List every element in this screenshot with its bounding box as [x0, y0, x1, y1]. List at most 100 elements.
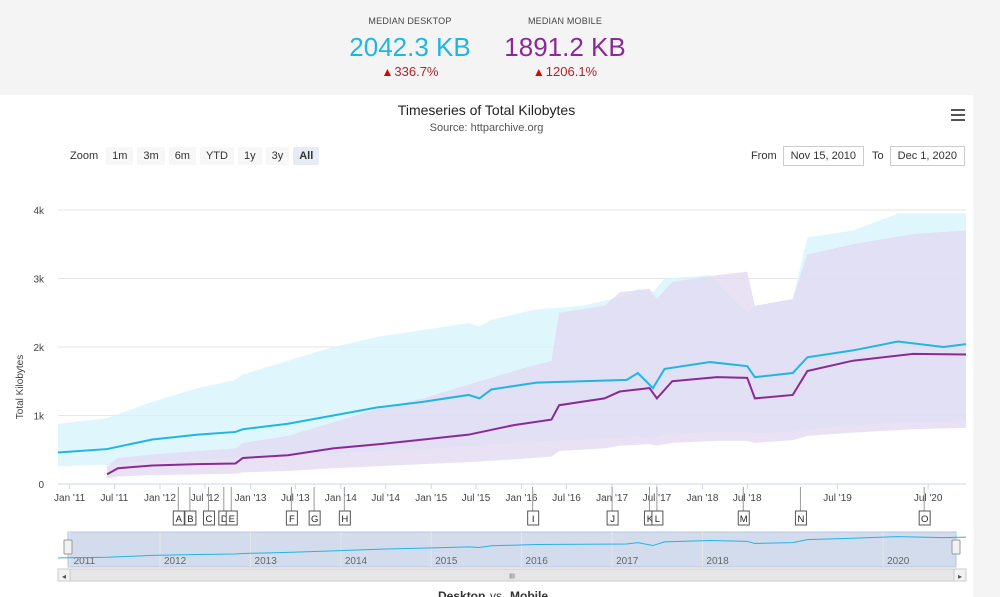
- flag-j[interactable]: J: [606, 487, 619, 526]
- zoom-button-1m[interactable]: 1m: [106, 147, 134, 165]
- flag-o[interactable]: O: [918, 487, 931, 526]
- flag-label: A: [176, 514, 183, 525]
- zoom-button-all[interactable]: All: [293, 147, 320, 165]
- to-date-input[interactable]: Dec 1, 2020: [889, 146, 965, 166]
- navigator-year-label: 2017: [616, 556, 639, 567]
- y-tick-label: 3k: [33, 275, 45, 286]
- zoom-button-1y[interactable]: 1y: [237, 147, 262, 165]
- navigator-year-label: 2018: [706, 556, 729, 567]
- flag-box[interactable]: [527, 510, 540, 526]
- y-axis-title: Total Kilobytes: [15, 355, 26, 419]
- zoom-button-6m[interactable]: 6m: [168, 147, 196, 165]
- flag-label: J: [610, 514, 615, 525]
- x-tick-label: Jan '15: [415, 493, 447, 504]
- median-desktop-change-value: 336.7%: [394, 64, 439, 79]
- navigator-year-label: 2012: [164, 556, 187, 567]
- y-tick-label: 1k: [33, 412, 45, 423]
- navigator-year-label: 2013: [255, 556, 278, 567]
- median-desktop-metric: MEDIAN DESKTOP 2042.3 KB ▲336.7%: [335, 16, 485, 79]
- legend-desktop[interactable]: Desktop: [438, 589, 485, 597]
- band-mobile: [107, 230, 967, 479]
- x-tick-label: Jul '11: [100, 493, 128, 504]
- median-lines: [57, 340, 967, 476]
- hamburger-menu-icon[interactable]: [951, 109, 965, 124]
- zoom-button-3y[interactable]: 3y: [265, 147, 290, 165]
- y-tick-label: 0: [38, 480, 44, 491]
- flag-i[interactable]: I: [527, 487, 540, 526]
- flag-box[interactable]: [918, 510, 931, 526]
- navigator-series: [57, 536, 967, 559]
- flag-g[interactable]: G: [308, 487, 321, 526]
- x-tick-label: Jul '20: [914, 493, 943, 504]
- to-label: To: [872, 150, 884, 162]
- zoom-label: Zoom: [70, 150, 99, 162]
- flag-label: H: [341, 514, 348, 525]
- legend-mobile[interactable]: Mobile: [510, 589, 548, 597]
- flag-label: E: [229, 514, 235, 525]
- flag-n[interactable]: N: [794, 487, 807, 526]
- navigator-year-label: 2020: [887, 556, 910, 567]
- x-tick-label: Jan '18: [686, 493, 718, 504]
- zoom-button-ytd[interactable]: YTD: [199, 147, 234, 165]
- up-arrow-icon: ▲: [532, 65, 545, 79]
- navigator-left-handle[interactable]: [63, 539, 73, 555]
- flag-box[interactable]: [338, 510, 351, 526]
- x-tick-label: Jul '15: [462, 493, 491, 504]
- x-tick-label: Jul '14: [371, 493, 400, 504]
- x-tick-label: Jan '14: [325, 493, 357, 504]
- up-arrow-icon: ▲: [381, 65, 394, 79]
- flag-box[interactable]: [737, 510, 750, 526]
- flag-label: L: [655, 514, 660, 525]
- navigator-right-handle[interactable]: [951, 539, 961, 555]
- legend: Desktop vs Mobile: [438, 589, 548, 597]
- navigator-selection[interactable]: [67, 531, 957, 568]
- flag-box[interactable]: [202, 510, 215, 526]
- y-tick-label: 2k: [33, 343, 45, 354]
- flag-b[interactable]: B: [184, 487, 197, 526]
- from-label: From: [750, 150, 777, 162]
- flag-box[interactable]: [794, 510, 807, 526]
- flag-label: K: [647, 514, 654, 525]
- flag-label: G: [311, 514, 318, 525]
- line-desktop[interactable]: [57, 340, 967, 454]
- flag-box[interactable]: [651, 510, 664, 526]
- flag-e[interactable]: E: [225, 487, 238, 526]
- navigator[interactable]: 2011 2012 2013 2014 2015 2016 2017 2018 2020 III ◂…: [57, 531, 967, 582]
- zoom-button-3m[interactable]: 3m: [137, 147, 165, 165]
- line-mobile[interactable]: [106, 352, 967, 476]
- flag-box[interactable]: [285, 510, 298, 526]
- flag-label: M: [740, 514, 748, 525]
- flag-box[interactable]: [308, 510, 321, 526]
- flag-box[interactable]: [172, 510, 185, 526]
- flag-l[interactable]: L: [651, 487, 664, 526]
- x-tick-label: Jan '13: [235, 493, 267, 504]
- from-date-input[interactable]: Nov 15, 2010: [782, 146, 865, 166]
- navigator-year-label: 2015: [435, 556, 458, 567]
- flag-h[interactable]: H: [338, 487, 351, 526]
- median-mobile-change-value: 1206.1%: [545, 64, 598, 79]
- legend-connector: vs: [490, 589, 502, 597]
- scroll-left-arrow-icon[interactable]: ◂: [62, 572, 66, 581]
- flag-box[interactable]: [225, 510, 238, 526]
- median-desktop-value: 2042.3 KB: [349, 32, 471, 62]
- flag-box[interactable]: [184, 510, 197, 526]
- flag-label: B: [187, 514, 193, 525]
- x-tick-label: Jul '16: [552, 493, 581, 504]
- scroll-right-arrow-icon[interactable]: ▸: [958, 572, 962, 581]
- flag-f[interactable]: F: [285, 487, 298, 526]
- flag-label: D: [221, 514, 228, 525]
- navigator-year-label: 2011: [74, 556, 96, 567]
- flag-label: F: [289, 514, 295, 525]
- flag-label: C: [206, 514, 213, 525]
- zoom-button-group: 1m 3m 6m YTD 1y 3y All: [106, 147, 323, 165]
- flag-c[interactable]: C: [202, 487, 215, 526]
- scrollbar-thumb[interactable]: [69, 568, 955, 582]
- flag-box[interactable]: [606, 510, 619, 526]
- flag-a[interactable]: A: [172, 487, 185, 526]
- scrollbar-grip[interactable]: III: [509, 574, 515, 581]
- x-axis: Jan '11 Jul '11 Jan '12 Jul '12 Jan '13 Jul '…: [54, 484, 943, 504]
- flag-m[interactable]: M: [737, 487, 750, 526]
- x-tick-label: Jul '12: [191, 493, 220, 504]
